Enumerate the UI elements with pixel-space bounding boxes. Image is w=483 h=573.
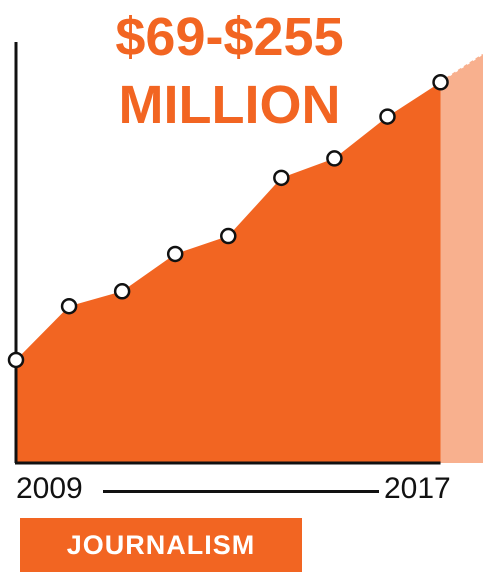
projection-line: [440, 53, 483, 84]
x-axis-range-rule: [103, 490, 379, 493]
category-badge: JOURNALISM: [20, 518, 302, 572]
data-point-2014: [273, 169, 290, 187]
projection-area: [440, 54, 483, 463]
revenue-area: [16, 82, 441, 464]
data-point-2009: [7, 351, 25, 369]
data-point-2011: [113, 283, 131, 300]
x-axis-end-label: 2017: [384, 472, 451, 505]
data-point-2010: [60, 297, 78, 315]
data-point-2012: [166, 245, 184, 263]
x-axis-start-label: 2009: [16, 472, 83, 505]
chart-title-line-1: $69-$255: [115, 7, 344, 67]
data-point-2015: [326, 150, 343, 167]
data-point-2017: [432, 74, 449, 91]
data-point-2016: [379, 108, 396, 125]
series-group: [14, 42, 483, 465]
data-points-group: [7, 74, 449, 369]
data-point-2013: [220, 227, 237, 245]
chart-title-line-2: MILLION: [118, 75, 341, 135]
